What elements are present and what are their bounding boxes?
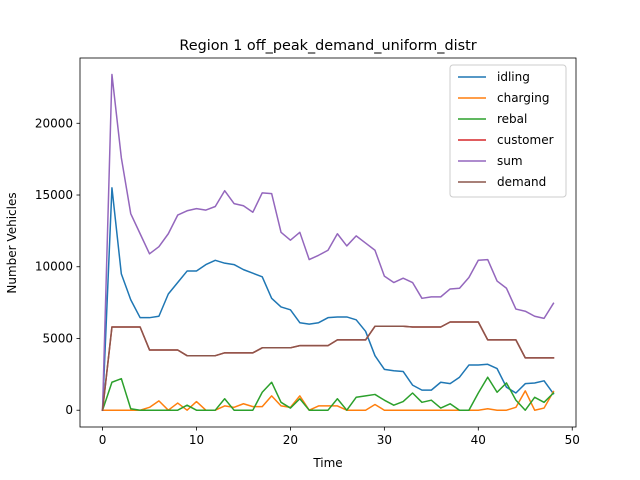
x-axis-label: Time <box>312 456 342 470</box>
y-tick-label: 15000 <box>35 188 73 202</box>
y-tick-label: 20000 <box>35 116 73 130</box>
x-tick-label: 50 <box>565 433 580 447</box>
x-tick-label: 20 <box>283 433 298 447</box>
x-tick-label: 0 <box>99 433 107 447</box>
x-axis: 0 10 20 30 40 50 <box>99 427 580 447</box>
legend-label-idling: idling <box>497 70 530 84</box>
y-axis: 0 5000 10000 15000 20000 <box>35 116 80 417</box>
x-tick-label: 40 <box>471 433 486 447</box>
x-tick-label: 30 <box>377 433 392 447</box>
legend-label-sum: sum <box>497 154 523 168</box>
axes-frame <box>79 57 577 428</box>
plot-area <box>79 57 577 428</box>
series-line-sum <box>101 73 555 411</box>
legend-label-demand: demand <box>497 175 546 189</box>
series-line-rebal <box>101 376 555 412</box>
series-line-demand <box>101 321 555 412</box>
legend-label-customer: customer <box>497 133 554 147</box>
y-axis-label: Number Vehicles <box>5 192 19 293</box>
y-tick-label: 10000 <box>35 260 73 274</box>
series-line-charging <box>101 390 555 411</box>
y-tick-label: 0 <box>65 403 73 417</box>
chart-title: Region 1 off_peak_demand_uniform_distr <box>179 38 476 54</box>
legend-label-rebal: rebal <box>497 112 527 126</box>
legend-label-charging: charging <box>497 91 549 105</box>
y-tick-label: 5000 <box>42 331 73 345</box>
x-tick-label: 10 <box>189 433 204 447</box>
series-line-idling <box>101 187 555 411</box>
legend: idling charging rebal customer sum demand <box>449 64 567 198</box>
